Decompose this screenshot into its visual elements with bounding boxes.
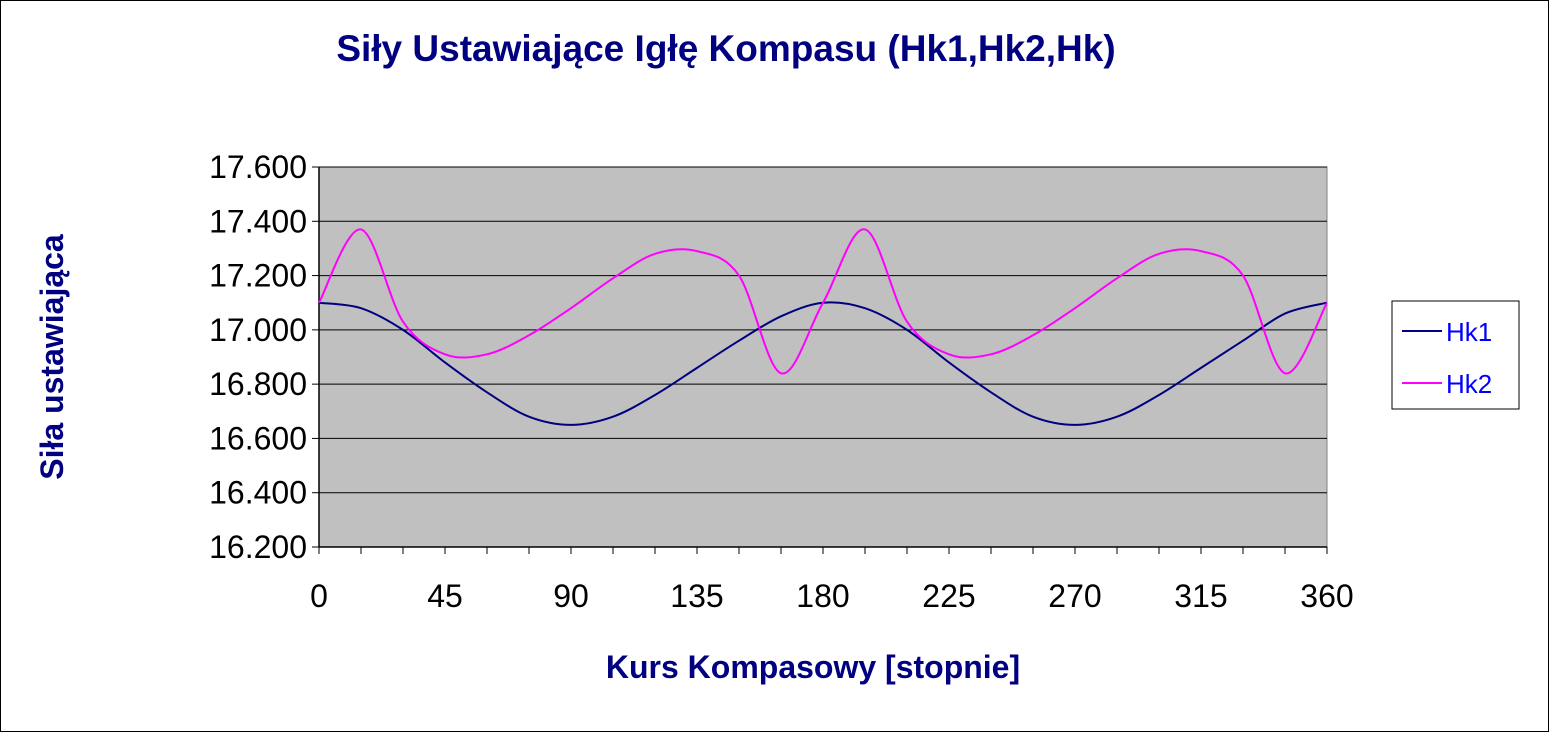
chart-title: Siły Ustawiające Igłę Kompasu (Hk1,Hk2,H…: [336, 28, 1115, 69]
x-tick-label: 180: [796, 578, 849, 614]
x-tick-label: 360: [1300, 578, 1353, 614]
x-tick-label: 270: [1048, 578, 1101, 614]
y-axis-title: Siła ustawiająca: [34, 234, 70, 480]
x-tick-label: 225: [922, 578, 975, 614]
y-tick-label: 16.800: [209, 366, 307, 402]
y-tick-label: 16.200: [209, 529, 307, 565]
x-tick-label: 0: [310, 578, 328, 614]
y-tick-label: 16.400: [209, 475, 307, 511]
y-tick-label: 17.000: [209, 312, 307, 348]
x-tick-label: 315: [1174, 578, 1227, 614]
x-tick-label: 45: [427, 578, 463, 614]
legend-label-hk1: Hk1: [1446, 317, 1492, 347]
y-tick-label: 17.400: [209, 203, 307, 239]
legend: Hk1 Hk2: [1391, 300, 1520, 410]
y-tick-label: 17.600: [209, 149, 307, 185]
legend-label-hk2: Hk2: [1446, 369, 1492, 399]
plot-area: 16.200 16.400 16.600 16.800 17.000 17.200 17.4…: [209, 149, 1354, 614]
y-tick-label: 16.600: [209, 420, 307, 456]
plot-background: [318, 166, 1328, 548]
series-line-hk2: [318, 228, 1328, 375]
x-tick-label: 90: [553, 578, 589, 614]
legend-box: [1391, 300, 1520, 410]
x-axis-title: Kurs Kompasowy [stopnie]: [606, 649, 1020, 685]
x-tick-label: 135: [670, 578, 723, 614]
y-tick-label: 17.200: [209, 258, 307, 294]
